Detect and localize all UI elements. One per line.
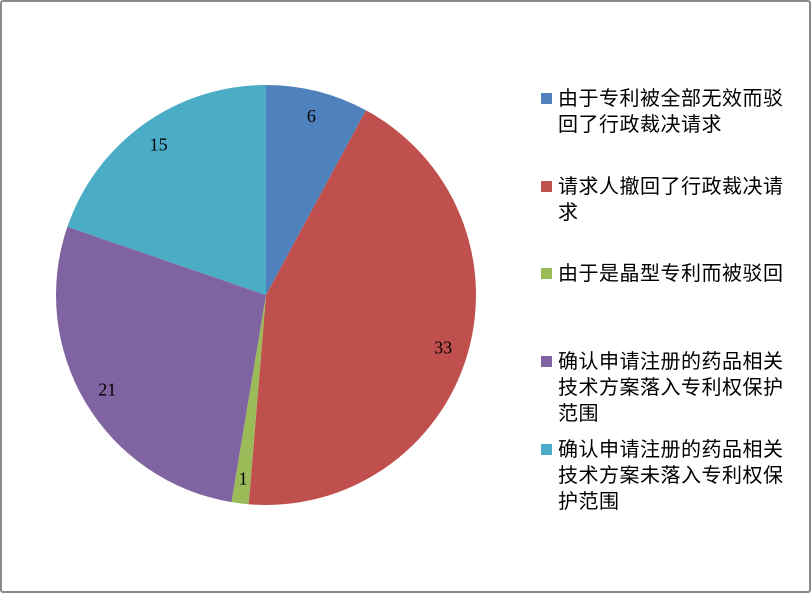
legend-item-4: 确认申请注册的药品相关 技术方案未落入专利权保 护范围 xyxy=(541,437,797,525)
legend-item-0: 由于专利被全部无效而驳 回了行政裁决请求 xyxy=(541,86,797,174)
pie-slice-4 xyxy=(67,85,266,295)
legend-swatch-2 xyxy=(541,268,552,280)
legend-swatch-4 xyxy=(541,443,552,455)
pie-slice-3 xyxy=(55,226,266,503)
legend-label-2: 由于是晶型专利而被驳回 xyxy=(558,263,784,286)
slice-value-label-4: 15 xyxy=(150,135,168,155)
slice-value-label-1: 33 xyxy=(434,338,452,358)
legend-label-4: 确认申请注册的药品相关 技术方案未落入专利权保 护范围 xyxy=(558,438,784,513)
pie-slice-0 xyxy=(266,85,366,295)
legend-item-1: 请求人撤回了行政裁决请 求 xyxy=(541,174,797,262)
legend-label-0: 由于专利被全部无效而驳 回了行政裁决请求 xyxy=(558,88,784,136)
slice-value-label-3: 21 xyxy=(98,380,116,400)
slice-value-label-0: 6 xyxy=(307,106,316,126)
legend-swatch-0 xyxy=(541,93,552,104)
chart-legend: 由于专利被全部无效而驳 回了行政裁决请求 请求人撤回了行政裁决请 求由于是晶型专利… xyxy=(541,86,797,524)
legend-item-2: 由于是晶型专利而被驳回 xyxy=(541,261,797,349)
slice-value-label-2: 1 xyxy=(239,468,248,488)
pie-slice-2 xyxy=(231,295,266,505)
legend-label-3: 确认申请注册的药品相关 技术方案落入专利权保护 范围 xyxy=(558,351,784,426)
legend-label-1: 请求人撤回了行政裁决请 求 xyxy=(558,175,784,224)
legend-swatch-3 xyxy=(541,356,552,368)
legend-item-3: 确认申请注册的药品相关 技术方案落入专利权保护 范围 xyxy=(541,349,797,437)
legend-swatch-1 xyxy=(541,180,552,192)
pie-slice-1 xyxy=(248,110,476,505)
